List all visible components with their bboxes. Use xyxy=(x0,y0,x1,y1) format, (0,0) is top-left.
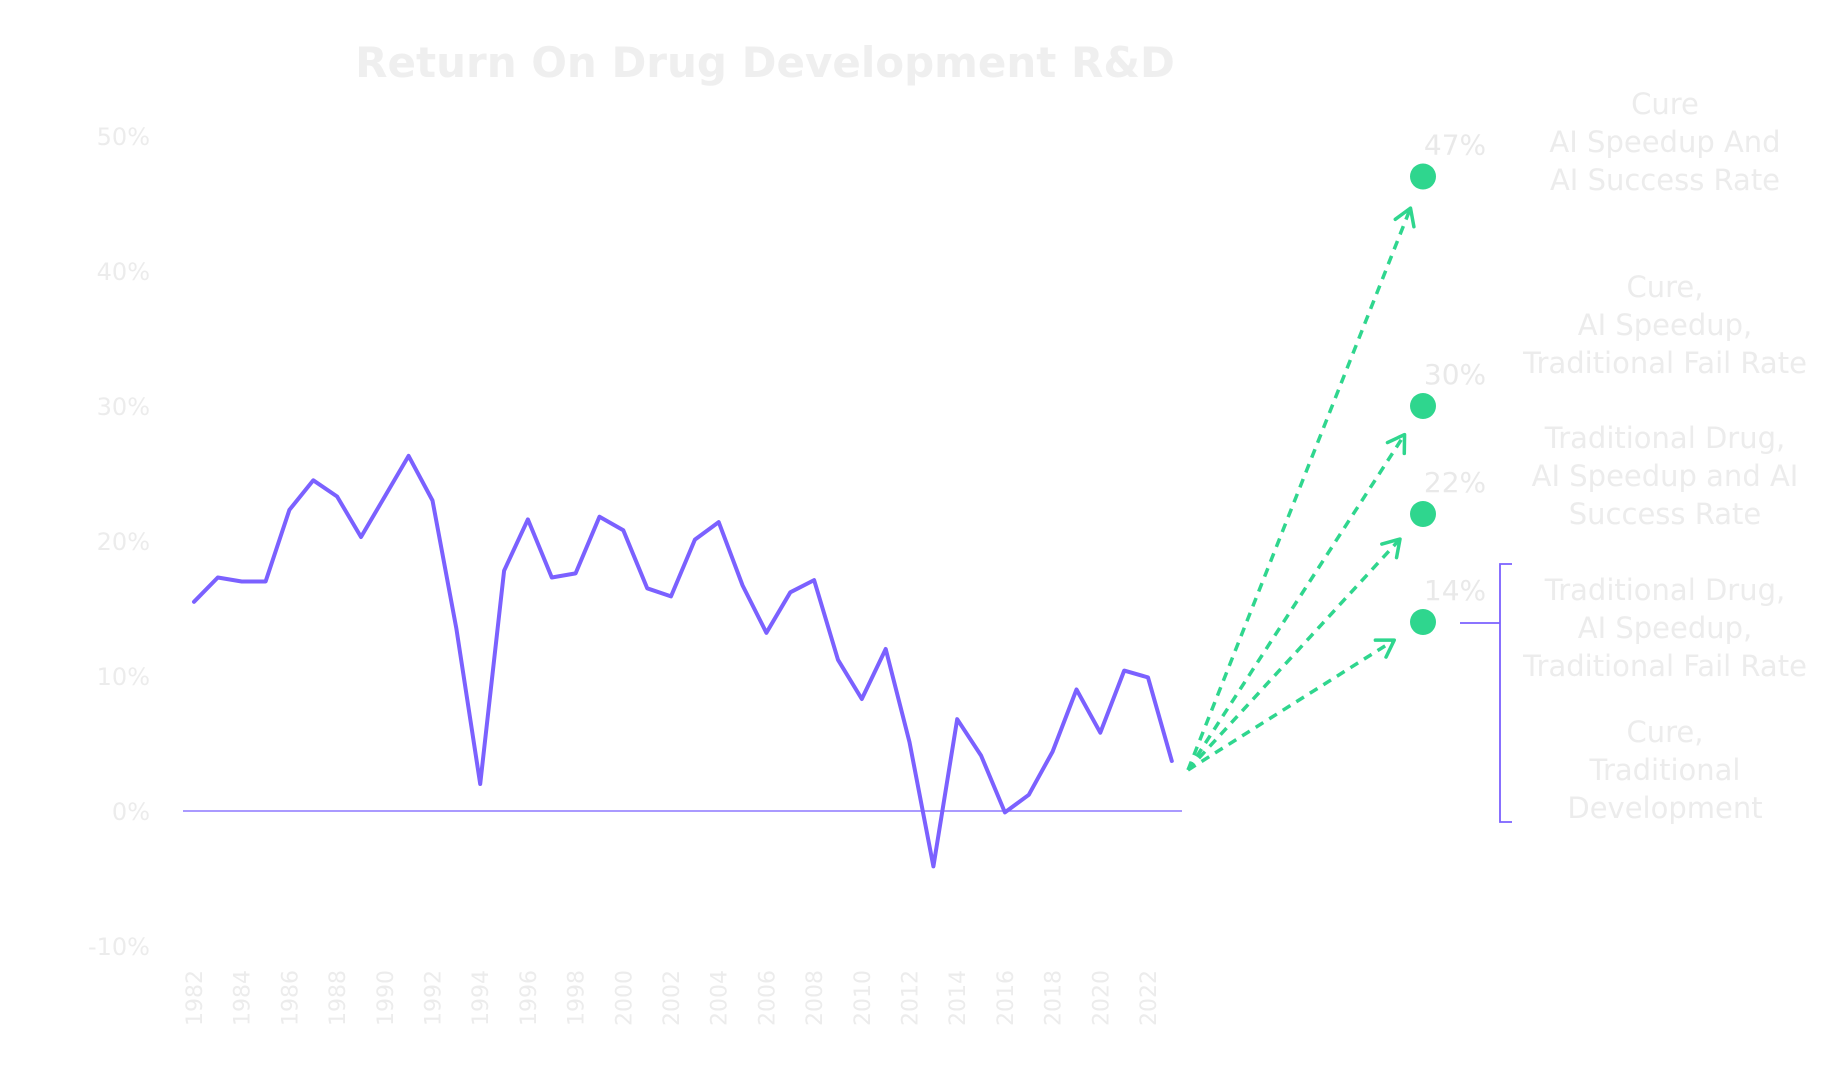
scenario-label-line: AI Success Rate xyxy=(1550,163,1780,197)
y-tick-label: 0% xyxy=(112,798,150,826)
scenario-label-line: AI Speedup and AI xyxy=(1532,459,1799,493)
projection-arrowhead xyxy=(1393,206,1416,229)
x-tick-label: 2020 xyxy=(1089,970,1114,1026)
scenario-bracket xyxy=(1460,563,1512,823)
scenario-label-line: AI Speedup, xyxy=(1578,611,1753,645)
x-tick-label: 1992 xyxy=(422,970,447,1026)
scenario-label-line: Traditional Drug, xyxy=(1544,421,1785,455)
y-tick-label: 20% xyxy=(97,528,150,556)
projection-arrowhead xyxy=(1373,638,1396,659)
scenario-label-line: Traditional xyxy=(1589,753,1741,787)
scenario-label-line: AI Speedup, xyxy=(1578,308,1753,342)
scenario-label-line: AI Speedup And xyxy=(1549,125,1780,159)
x-tick-label: 2014 xyxy=(946,970,971,1026)
x-tick-label: 2012 xyxy=(899,970,924,1026)
scenario-label-line: Cure, xyxy=(1627,270,1704,304)
projection-value-label: 14% xyxy=(1424,574,1486,607)
x-tick-label: 2004 xyxy=(708,970,733,1026)
x-tick-label: 1984 xyxy=(231,970,256,1026)
projection-value-label: 30% xyxy=(1424,358,1486,391)
x-tick-label: 1988 xyxy=(326,970,351,1026)
x-tick-label: 2018 xyxy=(1042,970,1067,1026)
projection-arrowhead xyxy=(1385,432,1407,456)
scenario-label-line: Traditional Fail Rate xyxy=(1522,346,1807,380)
y-tick-label: 10% xyxy=(97,663,150,691)
projection-dot xyxy=(1410,163,1436,190)
scenario-label-line: Traditional Drug, xyxy=(1544,573,1785,607)
x-axis-ticks: 1982 1984 1986 1988 1990 1992 1994 1996 1998 2000… xyxy=(183,970,1162,1026)
scenario-label-line: Cure xyxy=(1631,87,1699,121)
x-tick-label: 1996 xyxy=(517,970,542,1026)
y-tick-label: 30% xyxy=(97,393,150,421)
y-tick-label: 40% xyxy=(97,258,150,286)
x-tick-label: 2000 xyxy=(612,970,637,1026)
x-tick-label: 2016 xyxy=(994,970,1019,1026)
projection-value-label: 47% xyxy=(1424,129,1486,162)
x-tick-label: 1998 xyxy=(565,970,590,1026)
projection-arrow xyxy=(1186,537,1402,772)
x-tick-label: 1990 xyxy=(374,970,399,1026)
scenario-label-line: Traditional Fail Rate xyxy=(1522,649,1807,683)
projection-dot xyxy=(1410,393,1436,419)
y-axis-ticks: 50% 40% 30% 20% 10% 0% -10% xyxy=(88,123,150,961)
y-tick-label: -10% xyxy=(88,933,150,961)
projection-arrow xyxy=(1186,433,1407,771)
x-tick-label: 2010 xyxy=(851,970,876,1026)
projection-group: 47% 30% 22% 14% xyxy=(1186,129,1486,772)
x-tick-label: 2002 xyxy=(660,970,685,1026)
scenario-labels: Cure AI Speedup And AI Success Rate Cure, AI… xyxy=(1522,87,1807,825)
scenario-label-line: Cure, xyxy=(1627,715,1704,749)
projection-dot xyxy=(1410,609,1436,635)
x-tick-label: 1982 xyxy=(183,970,208,1026)
x-tick-label: 2008 xyxy=(803,970,828,1026)
projection-arrowhead xyxy=(1380,537,1402,560)
scenario-label-line: Development xyxy=(1567,791,1762,825)
chart-title: Return On Drug Development R&D xyxy=(355,38,1175,87)
projection-dot xyxy=(1410,501,1436,527)
projection-value-label: 22% xyxy=(1424,466,1486,499)
y-tick-label: 50% xyxy=(97,123,150,151)
scenario-label-line: Success Rate xyxy=(1569,497,1761,531)
x-tick-label: 2022 xyxy=(1137,970,1162,1026)
x-tick-label: 2006 xyxy=(755,970,780,1026)
projection-arrow xyxy=(1187,638,1396,772)
projection-arrow xyxy=(1186,207,1413,771)
x-tick-label: 1986 xyxy=(278,970,303,1026)
series-line xyxy=(192,453,1174,869)
x-tick-label: 1994 xyxy=(469,970,494,1026)
